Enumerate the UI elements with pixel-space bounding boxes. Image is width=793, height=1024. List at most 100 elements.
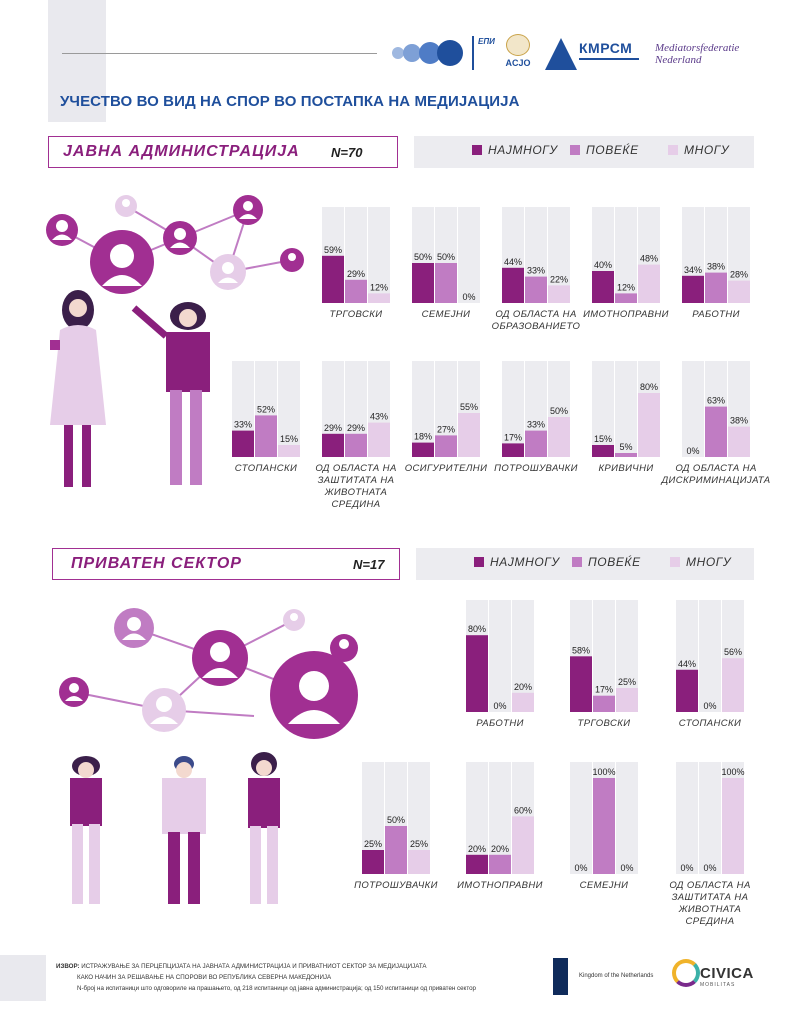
bar xyxy=(676,669,698,712)
bar xyxy=(435,435,457,457)
data-label: 50% xyxy=(387,815,405,825)
legend-swatch xyxy=(572,557,582,567)
person-figure xyxy=(70,756,102,904)
bar-track xyxy=(682,361,704,457)
category-label-line: ДИСКРИМИНАЦИЈАТА xyxy=(661,475,771,486)
category-label: СЕМЕЈНИ xyxy=(548,880,660,892)
bar-track xyxy=(322,361,344,457)
corner-decoration xyxy=(0,955,46,1001)
category-label: СТОПАНСКИ xyxy=(210,463,322,475)
bar xyxy=(705,406,727,457)
data-label: 50% xyxy=(550,406,568,416)
data-label: 22% xyxy=(550,274,568,284)
data-label: 12% xyxy=(370,282,388,292)
data-label: 60% xyxy=(514,805,532,815)
triangle-icon xyxy=(545,38,577,70)
category-label: СЕМЕЈНИ xyxy=(390,309,502,321)
legend-item-s1: НАЈМНОГУ xyxy=(474,555,560,569)
bar xyxy=(466,635,488,712)
bar-track xyxy=(435,361,457,457)
bar-track xyxy=(728,207,750,303)
bar-track xyxy=(502,361,524,457)
data-label: 20% xyxy=(468,844,486,854)
data-label: 15% xyxy=(594,434,612,444)
category-label: СТОПАНСКИ xyxy=(654,718,766,730)
legend-label: МНОГУ xyxy=(686,555,732,569)
bar xyxy=(638,393,660,457)
legend-item-s1: НАЈМНОГУ xyxy=(472,143,558,157)
bar-track xyxy=(570,762,592,874)
acjo-logo-text: ACJO xyxy=(505,58,531,68)
bar xyxy=(466,854,488,874)
category-label-line: ОСИГУРИТЕЛНИ xyxy=(404,463,488,474)
bar-chart: 33% 52% 15% xyxy=(232,361,300,457)
bar-chart: 25% 50% 25% xyxy=(362,762,430,874)
bar-track xyxy=(592,361,614,457)
bar xyxy=(502,267,524,303)
bar xyxy=(512,692,534,712)
source-line-2: КАКО НАЧИН ЗА РЕШАВАЊЕ НА СПОРОВИ ВО РЕП… xyxy=(77,974,332,981)
legend-item-s3: МНОГУ xyxy=(668,143,729,157)
sample-size: N=17 xyxy=(353,557,385,572)
data-label: 100% xyxy=(592,767,615,777)
bar xyxy=(593,778,615,874)
category-label-line: ОД ОБЛАСТА НА xyxy=(495,309,577,320)
category-label: ТРГОВСКИ xyxy=(300,309,412,321)
bar xyxy=(362,850,384,874)
civica-logo-subtext: MOBILITAS xyxy=(700,982,736,988)
bar xyxy=(278,445,300,457)
category-label-line: ЗАШТИТАТА НА xyxy=(317,475,395,486)
bar-track xyxy=(699,600,721,712)
category-label: ОД ОБЛАСТА НА ДИСКРИМИНАЦИЈАТА xyxy=(660,463,772,487)
data-label: 56% xyxy=(724,647,742,657)
data-label: 20% xyxy=(491,844,509,854)
corner-decoration xyxy=(48,0,106,122)
civica-logo-text: CIVICA xyxy=(700,965,754,982)
category-label-line: ПОТРОШУВАЧКИ xyxy=(354,880,438,891)
bar xyxy=(322,255,344,303)
bar xyxy=(728,280,750,303)
bar-chart: 80% 0% 20% xyxy=(466,600,534,712)
bar-track xyxy=(466,762,488,874)
bar-chart: 44% 0% 56% xyxy=(676,600,744,712)
mediators-logo: Mediatorsfederatie Nederland xyxy=(655,42,740,66)
data-label: 38% xyxy=(730,416,748,426)
category-label-line: ОД ОБЛАСТА НА xyxy=(669,880,751,891)
data-label: 0% xyxy=(703,701,716,711)
data-label: 20% xyxy=(514,682,532,692)
bar-chart: 17% 33% 50% xyxy=(502,361,570,457)
sample-size: N=70 xyxy=(331,145,363,160)
data-label: 29% xyxy=(347,423,365,433)
bar-track xyxy=(593,600,615,712)
bar-track xyxy=(615,207,637,303)
bar xyxy=(408,850,430,874)
bar xyxy=(722,658,744,712)
data-label: 5% xyxy=(619,442,632,452)
bar-chart: 40% 12% 48% xyxy=(592,207,660,303)
category-label-line: ИМОТНОПРАВНИ xyxy=(457,880,543,891)
page-title: УЧЕСТВО ВО ВИД НА СПОР ВО ПОСТАПКА НА МЕ… xyxy=(60,93,520,110)
data-label: 48% xyxy=(640,254,658,264)
bar-chart: 50% 50% 0% xyxy=(412,207,480,303)
section-header-public: ЈАВНА АДМИНИСТРАЦИЈА N=70 xyxy=(48,136,398,168)
bar-chart: 59% 29% 12% xyxy=(322,207,390,303)
bar xyxy=(638,264,660,303)
bar-track xyxy=(278,361,300,457)
data-label: 18% xyxy=(414,432,432,442)
bar-chart: 0% 63% 38% xyxy=(682,361,750,457)
bar xyxy=(412,263,434,303)
category-label-line: РАБОТНИ xyxy=(692,309,740,320)
bar xyxy=(345,279,367,303)
kmrsm-logo-text: КМРСМ xyxy=(579,40,633,56)
data-label: 12% xyxy=(617,282,635,292)
bar-track xyxy=(458,207,480,303)
legend-public: НАЈМНОГУ ПОВЕЌЕ МНОГУ xyxy=(414,136,754,168)
bar xyxy=(548,285,570,303)
section-header-private: ПРИВАТЕН СЕКТОР N=17 xyxy=(52,548,400,580)
person-figure xyxy=(162,756,206,904)
legend-label: ПОВЕЌЕ xyxy=(586,143,639,157)
bar xyxy=(570,656,592,712)
legend-label: МНОГУ xyxy=(684,143,730,157)
data-label: 25% xyxy=(618,677,636,687)
epi-dots-logo xyxy=(392,40,463,66)
